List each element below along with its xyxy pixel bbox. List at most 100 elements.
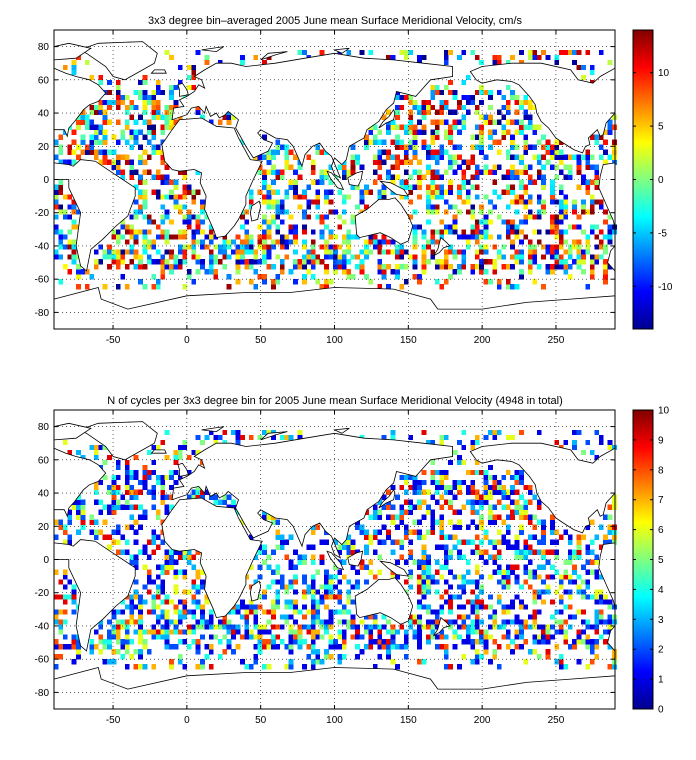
bin-cell	[492, 54, 498, 61]
bin-cell	[275, 224, 281, 230]
bin-cell	[386, 639, 391, 645]
bin-cell	[328, 234, 334, 240]
bin-cell	[421, 229, 427, 235]
bin-cell	[341, 259, 347, 265]
bin-cell	[426, 194, 431, 200]
bin-cell	[607, 234, 613, 240]
bin-cell	[501, 624, 507, 630]
bin-cell	[80, 114, 86, 120]
bin-cell	[182, 614, 188, 620]
bin-cell	[173, 179, 179, 185]
bin-cell	[550, 524, 555, 530]
bin-cell	[350, 214, 356, 220]
bin-cell	[138, 209, 143, 215]
bin-cell	[350, 234, 356, 240]
bin-cell	[519, 634, 524, 640]
bin-cell	[151, 219, 157, 225]
bin-cell	[563, 49, 569, 56]
bin-cell	[337, 654, 343, 660]
bin-cell	[439, 154, 445, 160]
bin-cell	[479, 604, 484, 610]
bin-cell	[612, 664, 617, 670]
bin-cell	[457, 634, 462, 640]
bin-cell	[426, 559, 431, 565]
bin-cell	[204, 234, 210, 240]
bin-cell	[182, 234, 188, 240]
bin-cell	[147, 119, 152, 125]
bin-cell	[111, 504, 117, 510]
bin-cell	[310, 599, 316, 605]
bin-cell	[151, 469, 157, 476]
bin-cell	[310, 529, 316, 535]
bin-cell	[200, 259, 205, 265]
bin-cell	[58, 519, 64, 525]
bin-cell	[76, 449, 81, 456]
bin-cell	[532, 214, 538, 220]
bin-cell	[341, 164, 347, 170]
bin-cell	[483, 549, 489, 555]
bin-cell	[585, 209, 591, 215]
bin-cell	[558, 574, 564, 580]
bin-cell	[107, 489, 112, 496]
bin-cell	[310, 659, 316, 665]
bin-cell	[554, 259, 560, 265]
bin-cell	[67, 449, 73, 456]
bin-cell	[430, 474, 436, 481]
bin-cell	[275, 254, 281, 260]
bin-cell	[226, 244, 232, 250]
bin-cell	[496, 579, 502, 585]
bin-cell	[390, 644, 396, 650]
bin-cell	[527, 114, 533, 120]
bin-cell	[244, 209, 250, 215]
bin-cell	[169, 269, 174, 275]
bin-cell	[496, 279, 502, 285]
bin-cell	[116, 539, 121, 545]
bin-cell	[448, 569, 453, 575]
bin-cell	[461, 654, 467, 660]
bin-cell	[147, 169, 152, 175]
bin-cell	[71, 199, 77, 205]
bin-cell	[421, 514, 427, 520]
bin-cell	[160, 149, 166, 155]
bin-cell	[395, 114, 400, 120]
bin-cell	[465, 194, 471, 200]
bin-cell	[102, 139, 108, 145]
bin-cell	[346, 579, 352, 585]
bin-cell	[191, 249, 197, 255]
bin-cell	[501, 534, 507, 540]
bin-cell	[479, 59, 484, 66]
bin-cell	[98, 634, 104, 640]
bin-cell	[448, 604, 453, 610]
bin-cell	[253, 644, 259, 650]
bin-cell	[452, 494, 458, 500]
bin-cell	[368, 139, 374, 145]
bin-cell	[461, 119, 467, 125]
bin-cell	[133, 134, 139, 140]
colorbar-tick-label: 6	[658, 525, 664, 536]
bin-cell	[71, 64, 77, 71]
bin-cell	[417, 179, 422, 185]
bin-cell	[169, 119, 174, 125]
bin-cell	[452, 254, 458, 260]
bin-cell	[102, 109, 108, 116]
bin-cell	[133, 529, 139, 535]
bin-cell	[421, 589, 427, 595]
bin-cell	[488, 504, 493, 510]
bin-cell	[403, 194, 409, 200]
bin-cell	[85, 149, 90, 155]
bin-cell	[337, 259, 343, 265]
bin-cell	[377, 539, 383, 545]
bin-cell	[102, 249, 108, 255]
bin-cell	[169, 504, 174, 510]
bin-cell	[523, 569, 529, 575]
bin-cell	[355, 234, 360, 240]
bin-cell	[169, 104, 174, 111]
bin-cell	[532, 569, 538, 575]
bin-cell	[151, 494, 157, 500]
bin-cell	[483, 469, 489, 476]
bin-cell	[510, 189, 515, 195]
bin-cell	[523, 499, 529, 505]
bin-cell	[279, 534, 285, 540]
bin-cell	[116, 104, 121, 111]
